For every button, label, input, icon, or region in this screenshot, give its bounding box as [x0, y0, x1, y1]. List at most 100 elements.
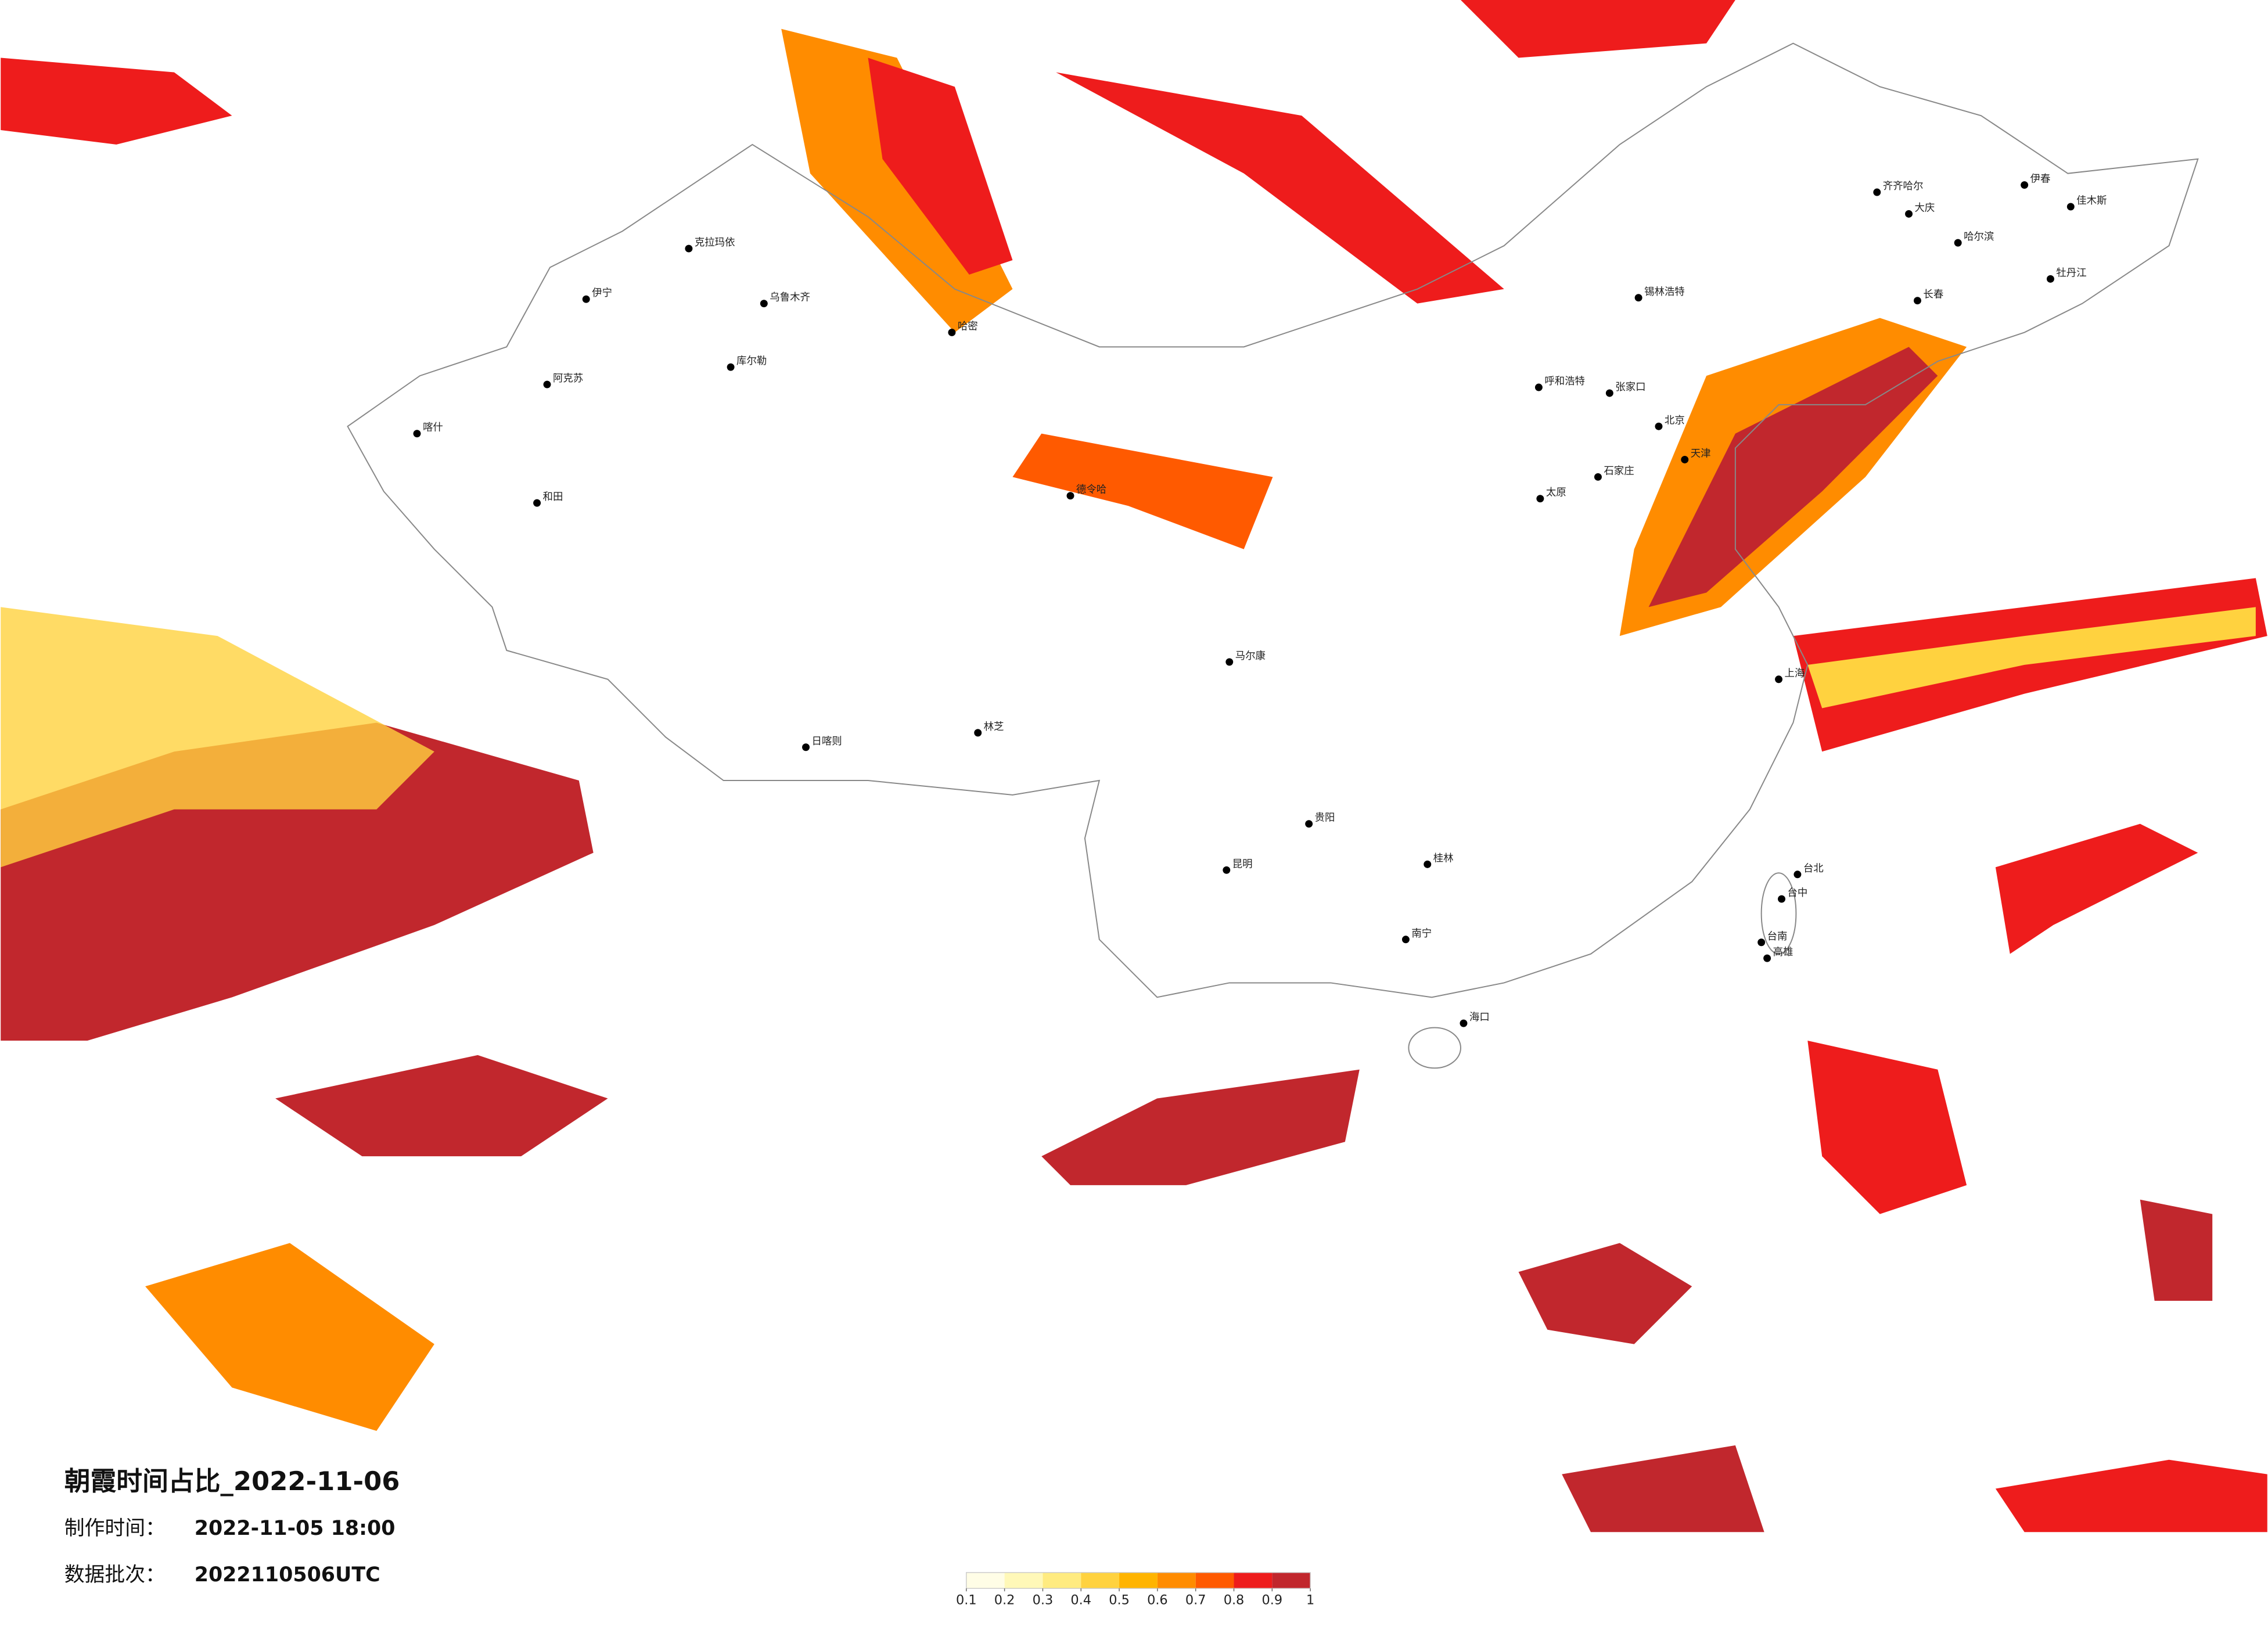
colorbar-box: [1004, 1572, 1043, 1589]
city-label: 喀什: [423, 422, 443, 434]
city-label: 台中: [1787, 887, 1807, 899]
city-dot: [974, 729, 982, 737]
colorbar-box: [1119, 1572, 1158, 1589]
batch-label: 数据批次：: [64, 1563, 166, 1587]
city-dot: [802, 743, 810, 751]
colorbar-frame: [966, 1572, 1311, 1589]
city-label: 马尔康: [1235, 650, 1266, 662]
field-patch: [1562, 1445, 1764, 1533]
city-dot: [1634, 294, 1642, 302]
city-label: 长春: [1923, 289, 1943, 301]
field-patch: [1995, 823, 2198, 954]
city-label: 阿克苏: [553, 373, 583, 384]
city-label: 昆明: [1232, 858, 1253, 870]
city-dot: [1424, 860, 1432, 868]
city-label: 锡林浩特: [1644, 286, 1685, 298]
field-shading: [1, 0, 2267, 1533]
field-patch: [145, 1243, 434, 1431]
city-label: 乌鲁木齐: [770, 292, 810, 304]
city-dot: [2046, 275, 2054, 283]
colorbar-box: [1157, 1572, 1196, 1589]
colorbar-tick-label: 0.3: [1033, 1593, 1054, 1608]
city-label: 伊宁: [592, 287, 612, 299]
city-dot: [1793, 870, 1802, 879]
city-label: 哈密: [958, 321, 978, 332]
colorbar-tick-label: 0.4: [1070, 1593, 1091, 1608]
city-label: 哈尔滨: [1964, 231, 1994, 243]
city-label: 贵阳: [1315, 812, 1335, 824]
city-dot: [1763, 954, 1771, 962]
city-label: 台北: [1803, 863, 1824, 875]
island-border: [1408, 1027, 1461, 1069]
city-dot: [2021, 181, 2029, 189]
city-dot: [948, 328, 956, 336]
field-patch: [1460, 0, 1735, 58]
city-label: 呼和浩特: [1544, 376, 1585, 387]
city-label: 海口: [1469, 1012, 1490, 1023]
city-dot: [1954, 239, 1962, 247]
city-label: 高雄: [1773, 947, 1793, 958]
colorbar-tick-label: 0.5: [1109, 1593, 1130, 1608]
city-label: 德令哈: [1076, 484, 1106, 496]
city-label: 太原: [1546, 487, 1566, 499]
field-patch: [1807, 1041, 1967, 1214]
city-dot: [1534, 383, 1543, 391]
city-dot: [1401, 936, 1410, 944]
city-label: 林芝: [984, 721, 1004, 733]
map-title: 朝霞时间占比_2022-11-06: [64, 1466, 400, 1497]
city-dot: [2066, 203, 2075, 211]
field-patch: [1648, 347, 1938, 607]
city-label: 大庆: [1915, 202, 1935, 214]
island-border: [1760, 872, 1797, 955]
city-dot: [685, 244, 693, 253]
colorbar-tick-label: 0.7: [1185, 1593, 1206, 1608]
city-label: 北京: [1665, 415, 1685, 426]
field-patch: [1518, 1243, 1692, 1344]
city-label: 和田: [543, 491, 563, 503]
colorbar-tick-label: 0.8: [1224, 1593, 1245, 1608]
colorbar-tick-label: 0.6: [1147, 1593, 1168, 1608]
city-dot: [1594, 473, 1602, 481]
field-patch: [2140, 1199, 2213, 1301]
city-label: 克拉玛依: [695, 237, 735, 249]
city-dot: [1681, 455, 1689, 463]
batch-value: 2022110506UTC: [195, 1563, 380, 1587]
colorbar-box: [1081, 1572, 1120, 1589]
border: [347, 42, 2199, 998]
colorbar-tick-label: 0.2: [994, 1593, 1015, 1608]
field-patch: [781, 28, 1013, 333]
city-label: 张家口: [1615, 382, 1645, 393]
city-label: 日喀则: [811, 736, 842, 747]
city-label: 上海: [1785, 668, 1805, 679]
colorbar-box: [1195, 1572, 1234, 1589]
colorbar-tick-label: 0.1: [956, 1593, 977, 1608]
city-dot: [1460, 1019, 1468, 1027]
city-dot: [1757, 938, 1766, 947]
city-label: 台南: [1767, 931, 1788, 942]
city-dot: [1066, 492, 1074, 500]
country-outline: [347, 42, 2199, 1069]
field-patch: [1012, 433, 1273, 549]
field-patch: [1, 607, 434, 868]
field-patch: [1807, 607, 2256, 708]
city-dot: [1605, 389, 1613, 397]
city-label: 南宁: [1411, 928, 1432, 940]
colorbar-tick-label: 1: [1306, 1593, 1314, 1608]
city-label: 库尔勒: [736, 355, 767, 367]
city-dot: [543, 380, 551, 388]
city-dot: [760, 300, 768, 308]
city-dot: [1914, 297, 1921, 305]
field-patch: [1995, 1459, 2267, 1533]
field-patch: [1056, 72, 1504, 304]
field-patch: [275, 1055, 608, 1157]
colorbar-box: [1234, 1572, 1273, 1589]
colorbar-box: [1043, 1572, 1081, 1589]
colorbar: 0.1 0.2 0.3 0.4 0.5 0.6 0.7 0.8 0.9 1: [956, 1572, 1314, 1608]
city-dot: [413, 430, 421, 438]
made-time-label: 制作时间：: [64, 1517, 166, 1540]
city-dot: [727, 363, 735, 371]
city-dot: [1905, 210, 1913, 218]
field-patch: [1041, 1069, 1360, 1185]
colorbar-box: [1272, 1572, 1311, 1589]
